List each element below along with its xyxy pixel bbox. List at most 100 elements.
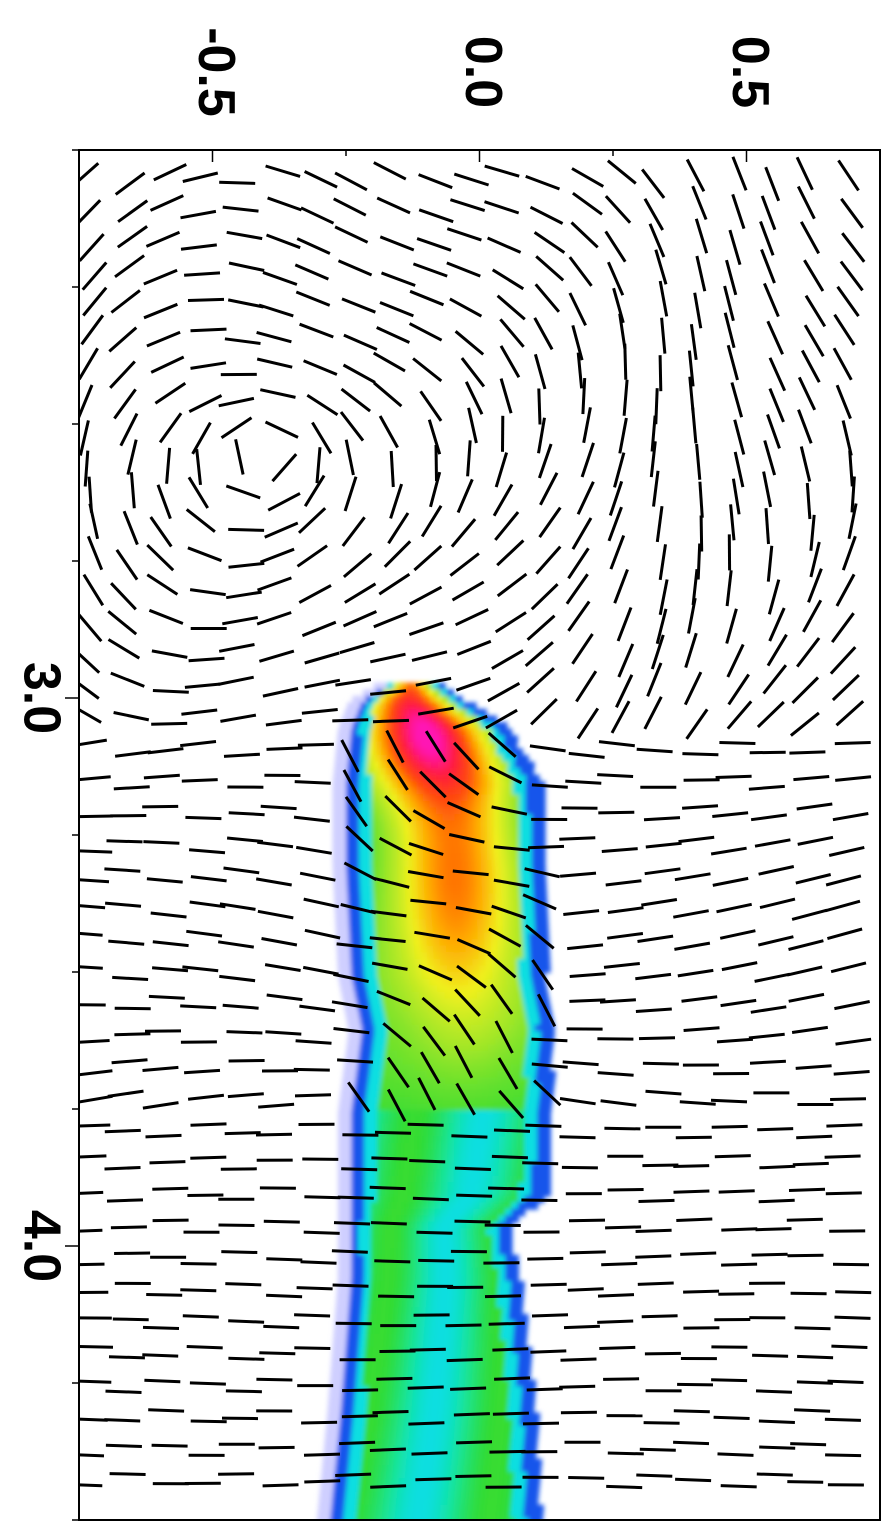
heatmap-cell	[485, 1504, 493, 1513]
heatmap-cell	[473, 1149, 481, 1158]
heatmap-cell	[446, 735, 454, 743]
heatmap-cell	[421, 972, 430, 980]
heatmap-cell	[347, 768, 355, 776]
heatmap-cell	[520, 899, 529, 908]
vector-segment	[607, 1188, 644, 1192]
heatmap-cell	[364, 1149, 372, 1158]
heatmap-cell	[437, 893, 445, 901]
vector-segment	[148, 1408, 185, 1413]
vector-segment	[841, 232, 866, 263]
heatmap-cell	[378, 879, 387, 888]
heatmap-cell	[386, 1392, 395, 1401]
heatmap-cell	[532, 1096, 540, 1105]
heatmap-cell	[479, 1123, 487, 1131]
heatmap-cell	[496, 1077, 504, 1085]
heatmap-cell	[408, 1274, 417, 1283]
heatmap-cell	[512, 1425, 520, 1434]
vector-segment	[655, 608, 668, 645]
heatmap-cell	[436, 768, 445, 776]
heatmap-cell	[498, 1353, 507, 1361]
heatmap-cell	[461, 860, 469, 868]
heatmap-cell	[390, 1491, 398, 1500]
heatmap-cell	[386, 1037, 394, 1046]
heatmap-cell	[543, 1142, 551, 1151]
heatmap-cell	[512, 866, 521, 875]
heatmap-cell	[375, 945, 384, 954]
heatmap-cell	[384, 820, 392, 829]
heatmap-cell	[337, 1202, 353, 1210]
heatmap-cell	[517, 1175, 526, 1184]
heatmap-cell	[466, 728, 474, 737]
vector-segment	[581, 378, 587, 415]
heatmap-cell	[357, 1261, 366, 1269]
heatmap-cell	[508, 1031, 517, 1039]
heatmap-cell	[481, 873, 489, 881]
heatmap-cell	[369, 1504, 378, 1513]
heatmap-cell	[351, 1162, 359, 1171]
heatmap-cell	[473, 1425, 482, 1434]
heatmap-cell	[349, 1373, 358, 1381]
vector-segment	[146, 1293, 183, 1297]
vector-segment	[762, 471, 773, 508]
heatmap-cell	[399, 906, 407, 914]
heatmap-cell	[537, 1182, 545, 1191]
heatmap-cell	[358, 787, 367, 796]
heatmap-cell	[446, 998, 454, 1006]
heatmap-cell	[392, 1465, 401, 1473]
vector-segment	[190, 1155, 227, 1160]
heatmap-cell	[366, 1018, 375, 1026]
heatmap-cell	[453, 708, 462, 717]
heatmap-cell	[419, 748, 427, 756]
vector-segment	[582, 407, 592, 444]
heatmap-cell	[416, 1340, 425, 1348]
heatmap-cell	[442, 781, 450, 789]
heatmap-cell	[416, 1103, 424, 1112]
heatmap-cell	[379, 893, 387, 901]
heatmap-cell	[357, 1498, 366, 1506]
heatmap-cell	[524, 1142, 532, 1151]
heatmap-cell	[473, 1202, 481, 1210]
heatmap-cell	[524, 1156, 532, 1164]
vector-segment	[794, 1408, 831, 1413]
heatmap-cell	[377, 1353, 385, 1361]
heatmap-cell	[473, 1353, 481, 1361]
heatmap-cell	[322, 1458, 337, 1467]
heatmap-cell	[543, 1182, 551, 1191]
heatmap-cell	[410, 722, 418, 730]
heatmap-cell	[466, 1215, 475, 1223]
heatmap-cell	[409, 1235, 417, 1243]
vector-segment	[109, 1472, 146, 1476]
heatmap-cell	[421, 1202, 430, 1210]
heatmap-cell	[402, 1110, 411, 1118]
heatmap-cell	[398, 768, 406, 776]
heatmap-cell	[418, 761, 426, 770]
vector-segment	[303, 897, 340, 909]
vector-segment	[654, 249, 668, 285]
heatmap-cell	[508, 991, 517, 1000]
heatmap-cell	[335, 925, 351, 934]
heatmap-cell	[511, 1261, 519, 1269]
heatmap-cell	[397, 1096, 406, 1105]
vector-segment	[717, 1452, 754, 1457]
heatmap-cell	[506, 820, 514, 829]
heatmap-cell	[473, 1254, 481, 1263]
heatmap-cell	[370, 1498, 378, 1506]
heatmap-cell	[486, 814, 495, 822]
heatmap-cell	[492, 972, 500, 980]
heatmap-cell	[460, 1274, 468, 1283]
heatmap-cell	[412, 991, 421, 1000]
heatmap-cell	[467, 1011, 476, 1020]
heatmap-cell	[519, 840, 527, 849]
vector-segment	[378, 836, 413, 857]
heatmap-cell	[454, 827, 463, 835]
heatmap-cell	[460, 1267, 468, 1276]
heatmap-cell	[447, 1116, 455, 1125]
heatmap-cell	[358, 833, 367, 842]
vector-segment	[304, 651, 340, 665]
heatmap-cell	[494, 1406, 503, 1414]
heatmap-cell	[467, 801, 476, 809]
heatmap-cell	[399, 761, 407, 770]
heatmap-cell	[405, 1471, 413, 1480]
heatmap-cell	[479, 1057, 488, 1066]
heatmap-cell	[378, 1340, 386, 1348]
